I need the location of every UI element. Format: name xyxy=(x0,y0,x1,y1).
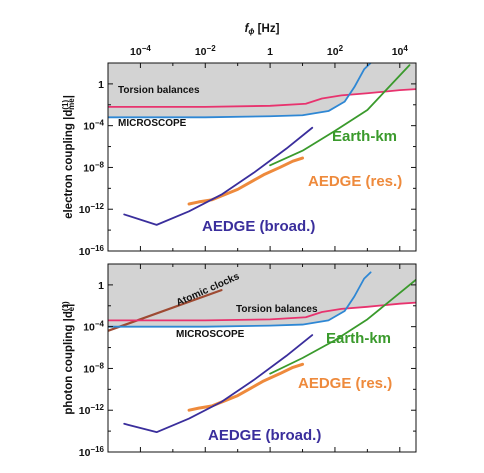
series-group xyxy=(108,271,416,434)
series-label-torsion-balances: Torsion balances xyxy=(118,85,200,96)
y-tick-exponent: −16 xyxy=(90,445,104,454)
x-tick-exponent: 2 xyxy=(339,44,344,53)
y-tick-label: 1 xyxy=(98,280,104,292)
y-axis-title-sup: (1) xyxy=(61,100,70,110)
series-label-microscope: MICROSCOPE xyxy=(118,118,187,129)
y-axis-title-sub: me xyxy=(67,98,76,110)
y-axis-title: electron coupling |d(1)me| xyxy=(61,95,76,219)
panel-frame xyxy=(107,62,417,252)
x-ticks xyxy=(107,264,401,452)
y-tick-exponent: −4 xyxy=(95,319,105,328)
y-tick-label: 10−8 xyxy=(83,160,104,174)
x-tick-mantissa: 10 xyxy=(327,46,339,58)
series-line-microscope xyxy=(108,271,372,328)
x-tick-mantissa: 10 xyxy=(130,46,142,58)
excluded-region xyxy=(108,63,416,118)
y-tick-label: 1 xyxy=(98,79,104,91)
x-axis-title-main: f xyxy=(245,23,250,35)
y-tick-exponent: −12 xyxy=(90,202,104,211)
y-tick-label: 10−4 xyxy=(83,118,104,132)
series-line-torsion-balances xyxy=(108,301,416,322)
y-tick-mantissa: 10 xyxy=(83,322,95,334)
series-label-aedge-broad-: AEDGE (broad.) xyxy=(208,427,321,444)
y-axis-title: photon coupling |d(1)e| xyxy=(61,301,76,415)
y-tick-label: 10−16 xyxy=(79,244,105,258)
y-tick-exponent: −16 xyxy=(90,244,104,253)
series-line-aedge-broad- xyxy=(123,126,314,226)
y-axis-title-sub: e xyxy=(67,306,76,311)
x-tick-mantissa: 10 xyxy=(392,46,404,58)
series-label-earth-km: Earth-km xyxy=(326,330,391,347)
series-label-microscope: MICROSCOPE xyxy=(176,329,245,340)
y-tick-mantissa: 10 xyxy=(83,121,95,133)
y-axis-title-sup: (1) xyxy=(61,301,70,311)
y-tick-label: 10−4 xyxy=(83,319,104,333)
x-tick-label: 102 xyxy=(327,44,344,58)
series-label-aedge-res-: AEDGE (res.) xyxy=(298,375,392,392)
y-tick-mantissa: 1 xyxy=(98,280,104,292)
x-tick-exponent: 4 xyxy=(403,44,408,53)
series-line-atomic-clocks xyxy=(108,289,223,332)
series-label-aedge-broad-: AEDGE (broad.) xyxy=(202,218,315,235)
y-axis-title-end: | xyxy=(63,95,75,98)
y-axis-title-main: photon coupling |d xyxy=(63,311,75,415)
series-line-microscope xyxy=(108,63,372,119)
y-tick-mantissa: 1 xyxy=(98,79,104,91)
x-axis-title: fϕ [Hz] xyxy=(245,23,280,36)
x-tick-label: 1 xyxy=(267,46,273,58)
y-tick-mantissa: 10 xyxy=(83,162,95,174)
x-ticks xyxy=(107,63,401,251)
series-line-aedge-res- xyxy=(187,362,305,412)
series-group xyxy=(108,63,416,226)
y-ticks xyxy=(108,263,416,453)
excluded-region xyxy=(108,264,416,327)
y-axis-title-end: | xyxy=(63,304,75,307)
x-tick-mantissa: 1 xyxy=(267,46,273,58)
series-label-aedge-res-: AEDGE (res.) xyxy=(308,173,402,190)
y-tick-exponent: −12 xyxy=(90,403,104,412)
x-tick-label: 104 xyxy=(392,44,409,58)
x-tick-label: 10−4 xyxy=(130,44,151,58)
y-tick-label: 10−12 xyxy=(79,202,105,216)
x-axis-title-sub: ϕ xyxy=(248,27,254,36)
series-line-aedge-res- xyxy=(187,156,305,206)
series-line-earth-km xyxy=(269,278,416,375)
series-line-torsion-balances xyxy=(108,88,416,108)
y-tick-mantissa: 10 xyxy=(79,447,91,459)
series-label-earth-km: Earth-km xyxy=(332,128,397,145)
y-tick-mantissa: 10 xyxy=(79,204,91,216)
x-tick-mantissa: 10 xyxy=(195,46,207,58)
y-axis-title-main: electron coupling |d xyxy=(63,110,75,219)
y-tick-exponent: −8 xyxy=(95,160,105,169)
y-ticks xyxy=(108,62,416,252)
series-line-earth-km xyxy=(269,64,411,167)
y-tick-label: 10−8 xyxy=(83,361,104,375)
panel-frame xyxy=(107,263,417,453)
y-tick-label: 10−12 xyxy=(79,403,105,417)
y-tick-mantissa: 10 xyxy=(79,246,91,258)
y-tick-mantissa: 10 xyxy=(79,405,91,417)
y-tick-exponent: −4 xyxy=(95,118,105,127)
series-label-torsion-balances: Torsion balances xyxy=(236,304,318,315)
series-line-aedge-broad- xyxy=(123,334,314,434)
x-axis-title-unit: [Hz] xyxy=(254,23,279,35)
y-tick-mantissa: 10 xyxy=(83,363,95,375)
y-tick-label: 10−16 xyxy=(79,445,105,459)
x-tick-label: 10−2 xyxy=(195,44,216,58)
y-tick-exponent: −8 xyxy=(95,361,105,370)
x-tick-exponent: −2 xyxy=(207,44,217,53)
x-tick-exponent: −4 xyxy=(142,44,152,53)
